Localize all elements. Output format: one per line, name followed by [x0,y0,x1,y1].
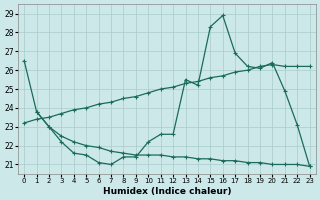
X-axis label: Humidex (Indice chaleur): Humidex (Indice chaleur) [103,187,231,196]
